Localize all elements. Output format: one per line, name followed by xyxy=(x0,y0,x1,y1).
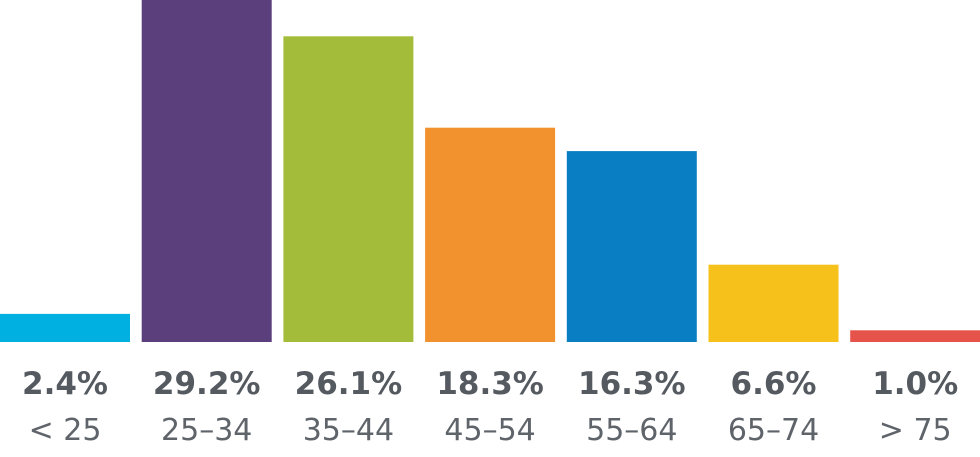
bar-value-label-6: 1.0% xyxy=(872,366,958,402)
bar-value-label-3: 18.3% xyxy=(436,366,544,402)
category-label-5: 65–74 xyxy=(728,413,819,448)
category-label-4: 55–64 xyxy=(586,413,677,448)
bar-3 xyxy=(425,127,556,342)
bar-1 xyxy=(141,0,272,342)
bar-0 xyxy=(0,313,130,342)
bar-value-label-5: 6.6% xyxy=(731,366,817,402)
bar-5 xyxy=(708,264,839,342)
bar-6 xyxy=(850,330,980,342)
category-label-6: > 75 xyxy=(879,413,952,448)
bar-4 xyxy=(566,151,697,342)
category-label-2: 35–44 xyxy=(303,413,394,448)
category-label-3: 45–54 xyxy=(444,413,535,448)
category-label-0: < 25 xyxy=(29,413,102,448)
value-labels-group: 2.4% 29.2% 26.1% 18.3% 16.3% 6.6% 1.0% xyxy=(22,366,958,402)
bar-value-label-1: 29.2% xyxy=(153,366,261,402)
bar-value-label-4: 16.3% xyxy=(578,366,686,402)
bar-value-label-2: 26.1% xyxy=(295,366,403,402)
bars-group xyxy=(0,0,980,343)
category-label-1: 25–34 xyxy=(161,413,252,448)
bar-2 xyxy=(283,36,414,343)
category-labels-group: < 25 25–34 35–44 45–54 55–64 65–74 > 75 xyxy=(29,413,952,448)
bar-value-label-0: 2.4% xyxy=(22,366,108,402)
